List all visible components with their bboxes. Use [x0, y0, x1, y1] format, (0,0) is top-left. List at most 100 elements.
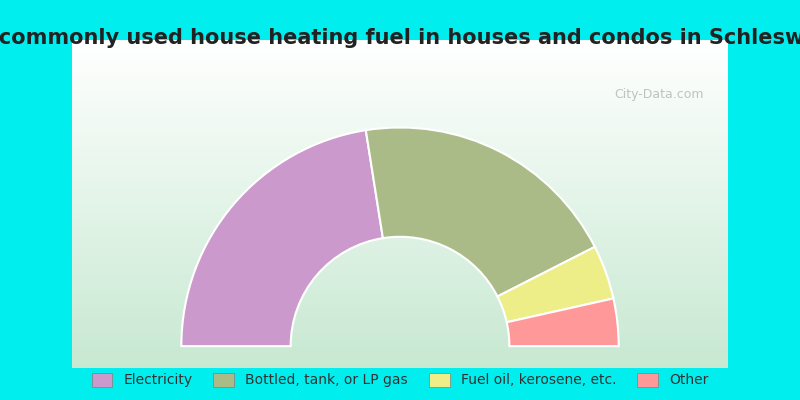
- Bar: [72, 132, 728, 135]
- Bar: [72, 158, 728, 161]
- Bar: [72, 345, 728, 348]
- Bar: [72, 96, 728, 99]
- Bar: [72, 227, 728, 230]
- Bar: [72, 270, 728, 273]
- Bar: [72, 253, 728, 256]
- Bar: [72, 188, 728, 191]
- Bar: [72, 352, 728, 355]
- Bar: [72, 148, 728, 152]
- Bar: [72, 83, 728, 86]
- Bar: [72, 191, 728, 194]
- Bar: [72, 283, 728, 286]
- Wedge shape: [506, 298, 618, 346]
- Wedge shape: [182, 130, 383, 346]
- Bar: [72, 273, 728, 276]
- Bar: [72, 250, 728, 253]
- Bar: [72, 116, 728, 119]
- Bar: [72, 63, 728, 66]
- Bar: [72, 332, 728, 335]
- Bar: [72, 43, 728, 46]
- Bar: [72, 40, 728, 43]
- Bar: [72, 309, 728, 312]
- Bar: [72, 181, 728, 184]
- Bar: [72, 217, 728, 220]
- Bar: [72, 355, 728, 358]
- Bar: [72, 168, 728, 171]
- Bar: [72, 266, 728, 270]
- Bar: [72, 207, 728, 210]
- Bar: [72, 348, 728, 352]
- Bar: [72, 237, 728, 240]
- Bar: [72, 122, 728, 125]
- Bar: [72, 296, 728, 299]
- Bar: [72, 204, 728, 207]
- Bar: [72, 50, 728, 53]
- Bar: [72, 306, 728, 309]
- Bar: [72, 92, 728, 96]
- Bar: [72, 53, 728, 56]
- Bar: [72, 256, 728, 260]
- Bar: [72, 56, 728, 60]
- Bar: [72, 224, 728, 227]
- Wedge shape: [498, 247, 614, 322]
- Bar: [72, 76, 728, 79]
- Bar: [72, 106, 728, 109]
- Bar: [72, 138, 728, 142]
- Bar: [72, 60, 728, 63]
- Bar: [72, 240, 728, 243]
- Bar: [72, 128, 728, 132]
- Text: Most commonly used house heating fuel in houses and condos in Schleswig, IA: Most commonly used house heating fuel in…: [0, 28, 800, 48]
- Bar: [72, 142, 728, 145]
- Bar: [72, 325, 728, 329]
- Bar: [72, 178, 728, 181]
- Bar: [72, 152, 728, 155]
- Bar: [72, 247, 728, 250]
- Bar: [72, 338, 728, 342]
- Bar: [72, 234, 728, 237]
- Bar: [72, 365, 728, 368]
- Bar: [72, 292, 728, 296]
- Bar: [72, 109, 728, 112]
- Bar: [72, 276, 728, 280]
- Bar: [72, 46, 728, 50]
- Bar: [72, 119, 728, 122]
- Bar: [72, 358, 728, 362]
- Bar: [72, 342, 728, 345]
- Bar: [72, 73, 728, 76]
- Bar: [72, 184, 728, 188]
- Bar: [72, 230, 728, 234]
- Bar: [72, 174, 728, 178]
- Bar: [72, 135, 728, 138]
- Bar: [72, 79, 728, 83]
- Bar: [72, 289, 728, 292]
- Bar: [72, 312, 728, 316]
- Bar: [72, 145, 728, 148]
- Bar: [72, 112, 728, 116]
- Wedge shape: [366, 128, 595, 296]
- Bar: [72, 260, 728, 263]
- Bar: [72, 335, 728, 338]
- Text: City-Data.com: City-Data.com: [614, 88, 704, 101]
- Bar: [72, 102, 728, 106]
- Bar: [72, 210, 728, 214]
- Bar: [72, 66, 728, 70]
- Bar: [72, 263, 728, 266]
- Bar: [72, 155, 728, 158]
- Bar: [72, 194, 728, 198]
- Bar: [72, 99, 728, 102]
- Bar: [72, 198, 728, 201]
- Bar: [72, 299, 728, 302]
- Bar: [72, 362, 728, 365]
- Bar: [72, 70, 728, 73]
- Bar: [72, 220, 728, 224]
- Bar: [72, 322, 728, 325]
- Bar: [72, 201, 728, 204]
- Bar: [72, 125, 728, 128]
- Bar: [72, 214, 728, 217]
- Bar: [72, 161, 728, 165]
- Bar: [72, 319, 728, 322]
- Bar: [72, 89, 728, 92]
- Bar: [72, 86, 728, 89]
- Bar: [72, 280, 728, 283]
- Bar: [72, 243, 728, 247]
